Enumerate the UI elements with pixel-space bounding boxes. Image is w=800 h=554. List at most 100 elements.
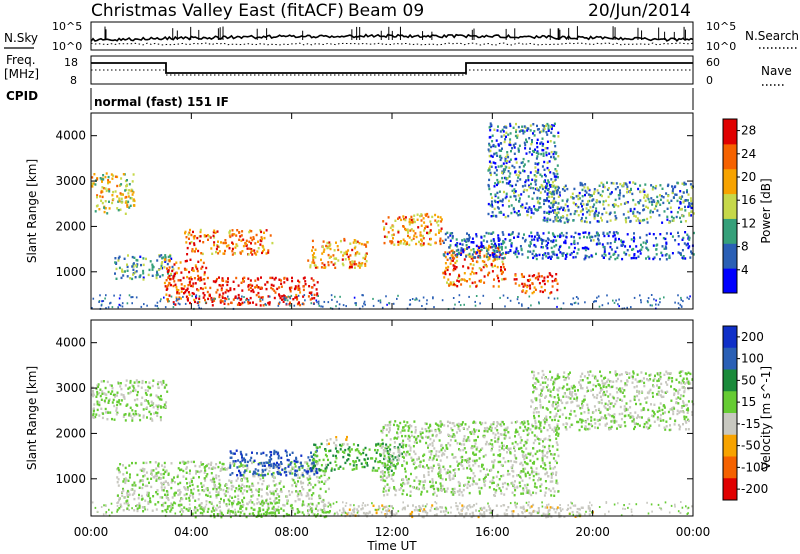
power-echo-cell (491, 246, 494, 249)
velocity-echo-cell (213, 515, 216, 519)
velocity-echo-cell (484, 443, 487, 446)
velocity-echo-cell (182, 475, 185, 478)
power-echo-cell (493, 207, 496, 211)
power-echo-cell (408, 236, 411, 239)
velocity-echo-cell (164, 501, 167, 505)
velocity-echo-cell (333, 441, 336, 445)
nsky-panel-frame (90, 21, 694, 51)
power-echo-cell (528, 185, 531, 189)
power-echo-cell (364, 264, 367, 267)
velocity-echo-cell (133, 489, 136, 493)
power-echo-cell (594, 234, 597, 238)
power-echo-cell (140, 263, 142, 267)
power-echo-cell (111, 201, 114, 205)
power-echo-cell (530, 143, 533, 146)
power-echo-cell (645, 257, 647, 260)
power-echo-cell (283, 277, 286, 280)
velocity-echo-cell (142, 483, 144, 486)
velocity-echo-cell (525, 486, 528, 489)
velocity-echo-cell (151, 419, 154, 422)
power-echo-cell (681, 182, 684, 185)
velocity-echo-cell (505, 487, 508, 491)
power-echo-cell (209, 286, 212, 290)
power-echo-cell (677, 243, 680, 246)
power-echo-cell (538, 253, 541, 257)
power-echo-cell (676, 181, 679, 185)
power-echo-cell (161, 261, 164, 264)
velocity-echo-cell (431, 458, 434, 462)
velocity-echo-cell (554, 429, 557, 432)
power-echo-cell (533, 254, 536, 258)
power-echo-cell (558, 194, 561, 197)
velocity-echo-cell (217, 475, 220, 478)
power-echo-cell (553, 253, 556, 256)
power-echo-cell (278, 293, 280, 296)
velocity-echo-cell (263, 461, 266, 465)
power-echo-cell (241, 289, 244, 292)
power-echo-cell (500, 211, 503, 214)
power-echo-cell (231, 241, 234, 244)
power-echo-cell (613, 240, 616, 243)
power-echo-cell (529, 278, 532, 281)
power-echo-cell (489, 171, 492, 174)
velocity-echo-cell (291, 466, 294, 469)
power-echo-cell (574, 231, 577, 235)
velocity-echo-cell (157, 404, 160, 407)
velocity-echo-cell (464, 423, 467, 426)
velocity-echo-cell (100, 407, 103, 410)
velocity-echo-cell (192, 487, 195, 491)
velocity-echo-cell (189, 494, 191, 497)
power-echo-cell (608, 231, 611, 234)
power-echo-cell (511, 231, 514, 234)
power-echo-cell (167, 298, 169, 301)
velocity-echo-cell (97, 385, 100, 388)
velocity-echo-cell (155, 404, 158, 407)
power-echo-cell (537, 189, 540, 192)
power-echo-cell (590, 254, 593, 257)
power-echo-cell (479, 280, 482, 283)
power-echo-cell (536, 155, 539, 158)
velocity-echo-cell (116, 394, 118, 397)
power-echo-cell (663, 296, 665, 299)
velocity-echo-cell (523, 455, 526, 458)
velocity-echo-cell (398, 488, 401, 491)
velocity-echo-cell (227, 466, 230, 470)
power-echo-cell (545, 151, 548, 154)
power-echo-cell (235, 276, 238, 280)
power-echo-cell (257, 278, 260, 281)
power-echo-cell (613, 234, 616, 237)
power-echo-cell (510, 245, 513, 248)
power-echo-cell (107, 175, 110, 179)
power-echo-cell (135, 258, 138, 262)
power-echo-cell (646, 247, 649, 250)
velocity-echo-cell (208, 501, 211, 504)
velocity-echo-cell (208, 491, 211, 494)
velocity-echo-cell (104, 393, 107, 396)
power-colorbar-segment (723, 119, 737, 145)
power-echo-cell (190, 241, 193, 244)
power-echo-cell (315, 299, 318, 302)
velocity-echo-cell (227, 508, 230, 511)
power-echo-cell (687, 246, 690, 250)
power-echo-cell (494, 166, 497, 169)
power-echo-cell (520, 248, 523, 252)
velocity-echo-cell (250, 456, 253, 460)
velocity-echo-cell (123, 397, 126, 400)
power-echo-cell (608, 252, 611, 255)
power-echo-cell (488, 126, 491, 129)
velocity-echo-cell (157, 381, 160, 384)
velocity-echo-cell (255, 515, 258, 518)
power-echo-cell (504, 215, 507, 219)
velocity-echo-cell (410, 424, 413, 428)
velocity-echo-cell (459, 456, 462, 459)
power-echo-cell (520, 129, 523, 132)
power-echo-cell (504, 196, 507, 200)
velocity-echo-cell (280, 507, 283, 510)
velocity-echo-cell (265, 461, 268, 464)
velocity-echo-cell (257, 510, 260, 514)
velocity-echo-cell (371, 469, 374, 472)
power-echo-cell (118, 255, 121, 258)
power-echo-cell (639, 236, 642, 239)
power-echo-cell (513, 146, 516, 149)
power-echo-cell (421, 305, 423, 307)
